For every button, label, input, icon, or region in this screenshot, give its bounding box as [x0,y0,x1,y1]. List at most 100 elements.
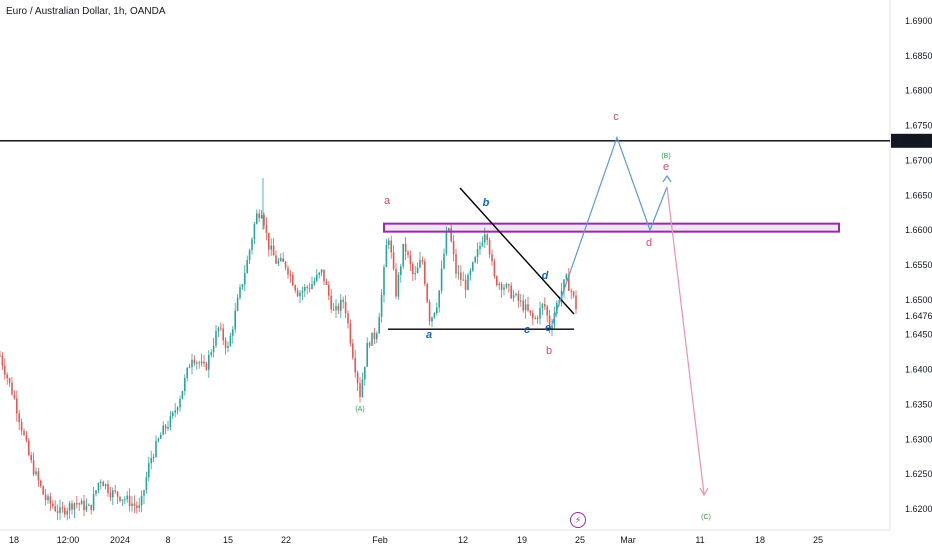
wave-label: a [384,195,391,207]
candle-body [169,416,172,427]
candle-body [340,299,342,311]
resistance-box [383,222,840,233]
candle-body [174,410,176,413]
candle-body [35,471,37,475]
candle-body [366,342,368,367]
candle-body [467,274,469,290]
candle-body [229,335,232,346]
candle-body [179,398,181,408]
candle-body [469,270,472,275]
candle-body [529,310,532,313]
candle-body [13,394,16,399]
candle-body [145,477,148,491]
candle-body [172,412,174,417]
candle-body [424,261,426,284]
candle-body [539,308,541,319]
time-tick-label: 22 [281,535,291,545]
candle-body [301,290,304,293]
candle-body [409,255,412,265]
time-tick-label: 11 [695,535,704,545]
candle-body [284,261,287,268]
candle-body [570,290,572,292]
lightning-icon[interactable]: ⚡ [570,512,586,528]
candle-body [479,245,481,250]
candle-body [416,267,419,274]
candle-body [196,362,198,364]
candle-body [380,294,383,317]
candle-body [176,407,179,411]
projection-arrowhead [699,487,709,497]
candle-body [66,510,68,515]
wave-label: e [663,161,669,173]
candle-body [248,250,251,261]
candle-body [0,355,1,357]
candle-body [121,499,124,501]
candle-body [532,312,534,319]
price-tick-label: 1.62000 [905,504,932,514]
candle-body [6,374,8,379]
candle-body [30,455,32,461]
candle-body [496,276,498,286]
wave-label: b [546,345,552,357]
price-tick-label: 1.68500 [905,51,932,61]
candle-body [402,243,404,267]
wave-label: (A) [355,406,364,413]
candle-body [215,330,217,346]
horizontal-level-label: 1.67281 [895,136,928,146]
candle-body [222,328,224,341]
candle-body [472,262,474,271]
candle-body [23,430,25,435]
price-tick-label: 1.64000 [905,365,932,375]
wave-label: c [613,111,619,123]
candle-body [88,504,90,506]
candle-body [524,304,527,311]
candle-body [109,493,112,498]
time-tick-label: 18 [9,535,19,545]
candle-body [491,254,493,262]
candle-body [95,490,97,495]
candle-body [97,482,100,491]
candle-body [200,361,203,364]
candle-body [330,295,332,310]
price-tick-label: 1.63500 [905,399,932,409]
candle-body [484,234,486,243]
candle-body [440,268,443,291]
price-tick-label: 1.65500 [905,260,932,270]
trend-line [459,187,575,315]
candle-body [428,301,431,322]
candle-body [371,332,373,346]
chart-title: Euro / Australian Dollar, 1h, OANDA [6,6,166,17]
candle-body [49,496,52,504]
candle-body [364,366,366,380]
candle-body [361,379,364,397]
candle-body [203,361,205,364]
candle-body [368,342,371,346]
candle-body [359,383,361,397]
candle-body [246,260,248,274]
candle-body [107,484,109,494]
candle-body [460,272,462,280]
candle-body [76,503,78,505]
candle-body [268,232,270,250]
candle-body [236,297,239,311]
wave-label: b [483,197,490,209]
candle-body [44,494,47,501]
candle-body [212,345,215,353]
candle-body [299,292,301,297]
wave-label: d [646,237,652,249]
candle-body [548,315,551,329]
candle-body [565,274,568,280]
candle-body [191,359,193,368]
candle-body [414,273,416,275]
candle-body [265,225,268,233]
candle-body [544,304,546,307]
candle-body [208,354,210,370]
candle-body [556,302,558,314]
candle-body [155,440,157,457]
price-tick-label: 1.65000 [905,295,932,305]
candle-body [328,284,330,296]
candle-body [313,280,316,285]
candle-body [568,274,570,291]
candle-body [136,505,138,508]
